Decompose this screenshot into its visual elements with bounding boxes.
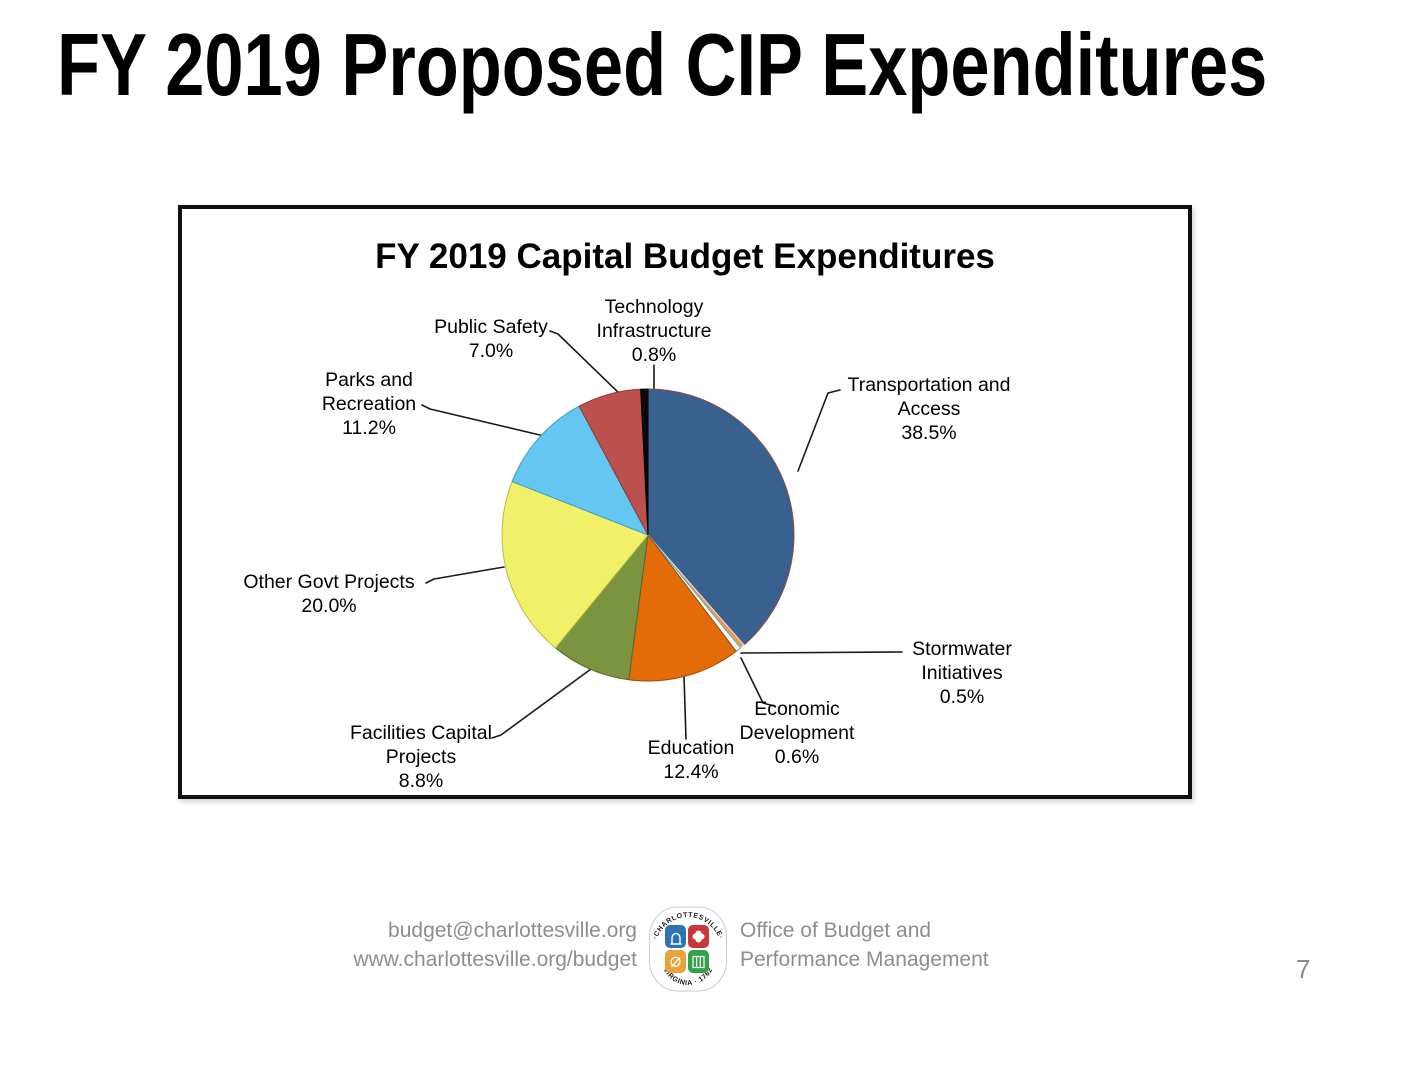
seal-quadrant-blue xyxy=(665,925,686,948)
pie-label-public-safety: Public Safety 7.0% xyxy=(434,316,548,362)
pie-label-economic-development: Economic Development 0.6% xyxy=(739,698,855,768)
pie-label-parks-and-recreation: Parks and Recreation 11.2% xyxy=(321,369,417,439)
pie-label-stormwater-initiatives: Stormwater Initiatives 0.5% xyxy=(912,638,1012,708)
leader-line-facilities-capital-projects xyxy=(491,668,592,739)
pie-label-technology-infrastructure: Technology Infrastructure 0.8% xyxy=(596,296,712,366)
pie-slice-facilities-capital-projects xyxy=(554,533,649,681)
slide-title: FY 2019 Proposed CIP Expenditures xyxy=(57,15,1268,114)
leader-line-economic-development xyxy=(740,657,775,707)
office-line-1: Office of Budget and xyxy=(740,919,932,942)
pie-slice-other-govt-projects xyxy=(501,480,649,649)
seal-quadrant-green xyxy=(688,950,709,973)
leader-line-transportation-and-access xyxy=(797,389,841,472)
pie-label-education: Education 12.4% xyxy=(647,737,735,783)
pie-label-transportation-and-access: Transportation and Access 38.5% xyxy=(847,374,1011,444)
office-line-2: Performance Management xyxy=(740,948,989,971)
leader-line-stormwater-initiatives xyxy=(740,651,903,654)
pie-slice-technology-infrastructure xyxy=(640,388,649,536)
columns-icon xyxy=(692,955,705,969)
footer-contact-block: budget@charlottesville.org www.charlotte… xyxy=(300,916,637,974)
chart-panel: FY 2019 Capital Budget Expenditures Tran… xyxy=(178,205,1192,799)
charlottesville-city-seal-logo: ·CHARLOTTESVILLE· VIRGINIA · 1762 xyxy=(649,906,727,992)
pie-slice-transportation-and-access xyxy=(647,388,795,646)
chart-title: FY 2019 Capital Budget Expenditures xyxy=(375,237,995,276)
leader-line-education xyxy=(683,675,687,740)
pie-label-other-govt-projects: Other Govt Projects 20.0% xyxy=(243,571,415,617)
footer-website: www.charlottesville.org/budget xyxy=(353,948,637,971)
pie-label-facilities-capital-projects: Facilities Capital Projects 8.8% xyxy=(350,722,492,792)
footer-office-block: Office of Budget and Performance Managem… xyxy=(740,916,989,974)
page-number: 7 xyxy=(1296,954,1311,984)
pie-slices xyxy=(501,388,795,682)
rotunda-icon xyxy=(670,932,682,945)
pie-slice-parks-and-recreation xyxy=(511,405,650,536)
leader-line-other-govt-projects xyxy=(425,566,505,584)
leader-line-public-safety xyxy=(549,330,623,397)
seal-quadrant-orange xyxy=(665,950,686,973)
footer-email: budget@charlottesville.org xyxy=(388,919,637,942)
leader-lines xyxy=(421,330,903,740)
pie-slice-education xyxy=(628,533,737,682)
seal-background xyxy=(649,906,727,992)
pie-chart xyxy=(421,330,903,740)
quill-icon xyxy=(670,956,681,968)
dogwood-flower-icon xyxy=(692,930,705,943)
leader-line-parks-and-recreation xyxy=(421,404,545,437)
